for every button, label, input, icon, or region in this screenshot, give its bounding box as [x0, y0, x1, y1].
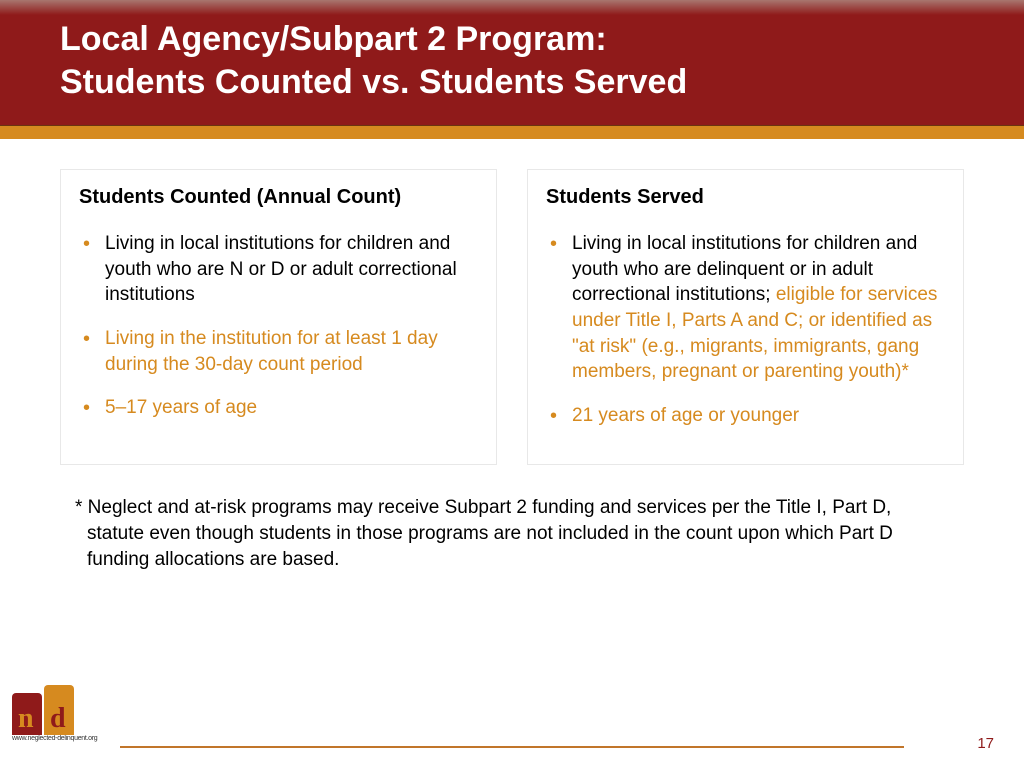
bullet-list-right: Living in local institutions for childre…	[546, 231, 945, 428]
list-item: Living in local institutions for childre…	[546, 231, 945, 385]
logo-url: www.neglected-delinquent.org	[12, 735, 97, 742]
page-number: 17	[977, 735, 994, 752]
list-item: Living in local institutions for childre…	[79, 231, 478, 308]
slide-header: Local Agency/Subpart 2 Program: Students…	[0, 0, 1024, 125]
panel-title-left: Students Counted (Annual Count)	[79, 186, 478, 209]
list-item: 21 years of age or younger	[546, 403, 945, 429]
footnote: * Neglect and at-risk programs may recei…	[12, 475, 1024, 572]
accent-bar	[0, 125, 1024, 139]
bullet-list-left: Living in local institutions for childre…	[79, 231, 478, 421]
footer-divider	[120, 746, 904, 748]
content-area: Students Counted (Annual Count) Living i…	[0, 139, 1024, 475]
title-line-1: Local Agency/Subpart 2 Program:	[60, 20, 607, 58]
logo-n-icon	[12, 693, 42, 735]
list-item: 5–17 years of age	[79, 395, 478, 421]
footer: www.neglected-delinquent.org 17	[0, 746, 1024, 748]
slide-title: Local Agency/Subpart 2 Program: Students…	[60, 18, 964, 103]
panel-title-right: Students Served	[546, 186, 945, 209]
panel-students-served: Students Served Living in local institut…	[527, 169, 964, 465]
logo: www.neglected-delinquent.org	[12, 685, 97, 742]
logo-d-icon	[44, 685, 74, 735]
panel-students-counted: Students Counted (Annual Count) Living i…	[60, 169, 497, 465]
title-line-2: Students Counted vs. Students Served	[60, 63, 687, 101]
logo-mark	[12, 685, 97, 735]
list-item: Living in the institution for at least 1…	[79, 326, 478, 377]
